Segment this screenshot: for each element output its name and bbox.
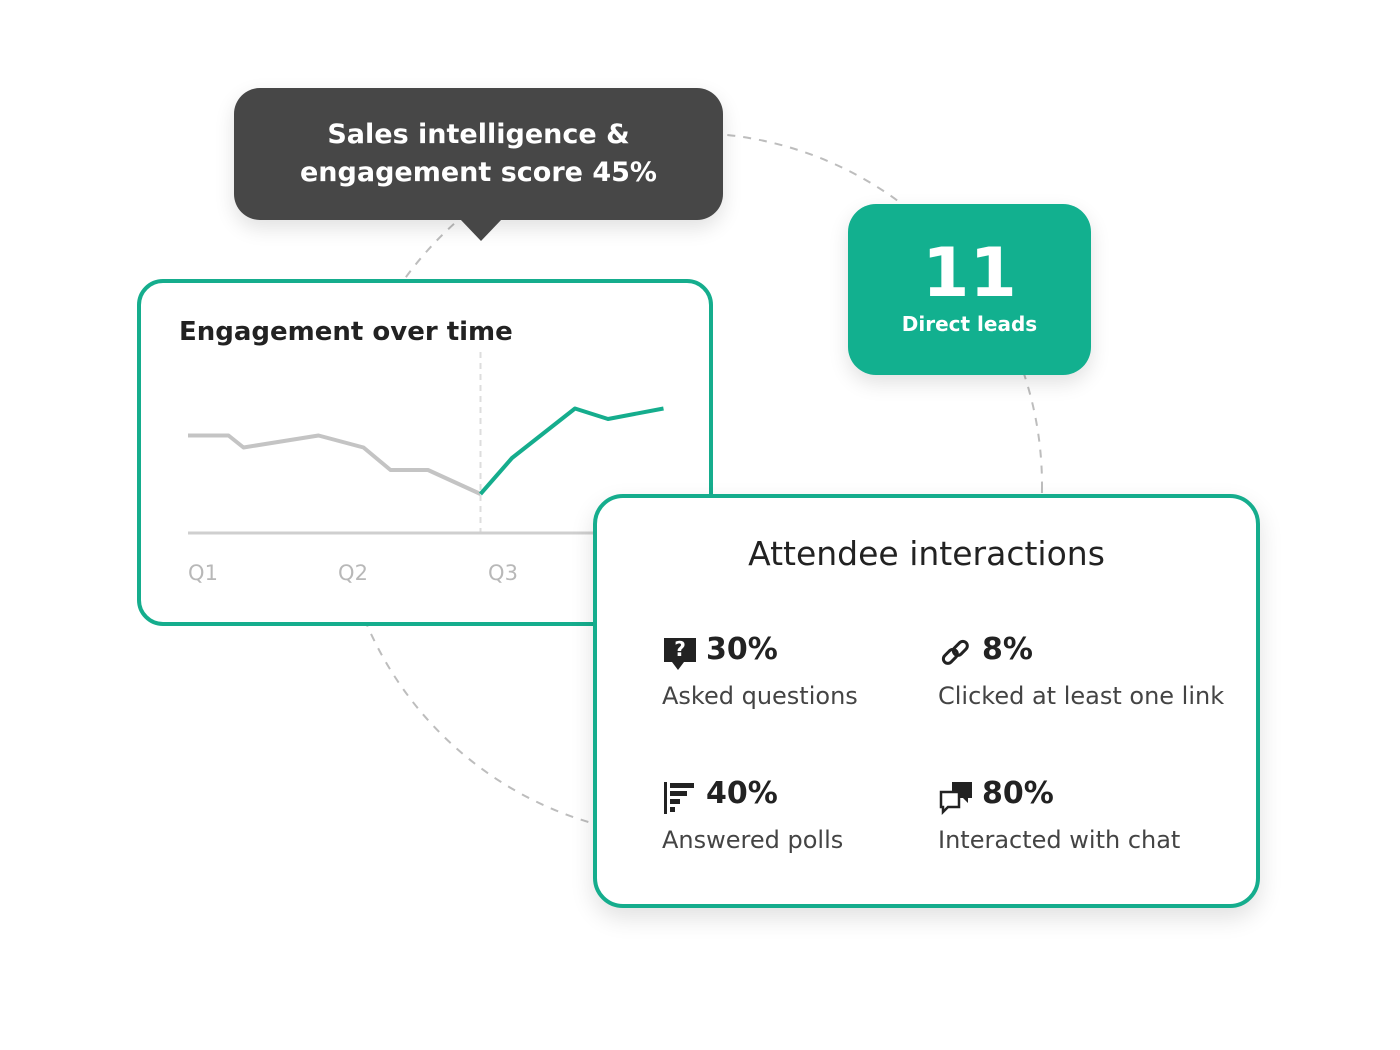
leads-label: Direct leads bbox=[901, 312, 1038, 336]
line-series bbox=[188, 433, 482, 496]
chart-title: Engagement over time bbox=[179, 317, 513, 347]
stat-value: 40% bbox=[706, 776, 778, 811]
stat-value: 8% bbox=[982, 632, 1033, 667]
chat-icon bbox=[939, 782, 972, 816]
leads-card: 11 Direct leads bbox=[848, 204, 1091, 375]
stat-label: Asked questions bbox=[662, 682, 858, 710]
score-tooltip: Sales intelligence & engagement score 45… bbox=[234, 88, 723, 220]
stat-label: Interacted with chat bbox=[938, 826, 1181, 854]
line-chart: Q1 Q2 Q3 bbox=[188, 352, 711, 585]
engagement-card bbox=[137, 279, 713, 626]
attendee-card: Attendee interactions ? 30% Asked questi… bbox=[593, 494, 1260, 908]
x-tick-label: Q2 bbox=[338, 561, 368, 585]
leads-value: 11 bbox=[922, 234, 1017, 313]
question-icon: ? bbox=[664, 637, 696, 670]
x-tick-label: Q3 bbox=[488, 561, 518, 585]
tooltip-text: Sales intelligence & engagement score 45… bbox=[300, 119, 657, 188]
tooltip-arrow bbox=[460, 219, 502, 241]
link-icon bbox=[941, 639, 969, 665]
x-tick-label: Q1 bbox=[188, 561, 218, 585]
stat-value: 30% bbox=[706, 632, 778, 667]
svg-text:?: ? bbox=[674, 637, 686, 661]
poll-icon bbox=[664, 782, 694, 814]
stat-value: 80% bbox=[982, 776, 1054, 811]
stat-label: Clicked at least one link bbox=[938, 682, 1225, 710]
stat-label: Answered polls bbox=[662, 826, 844, 854]
line-series bbox=[478, 406, 664, 496]
card-title: Attendee interactions bbox=[748, 534, 1105, 573]
